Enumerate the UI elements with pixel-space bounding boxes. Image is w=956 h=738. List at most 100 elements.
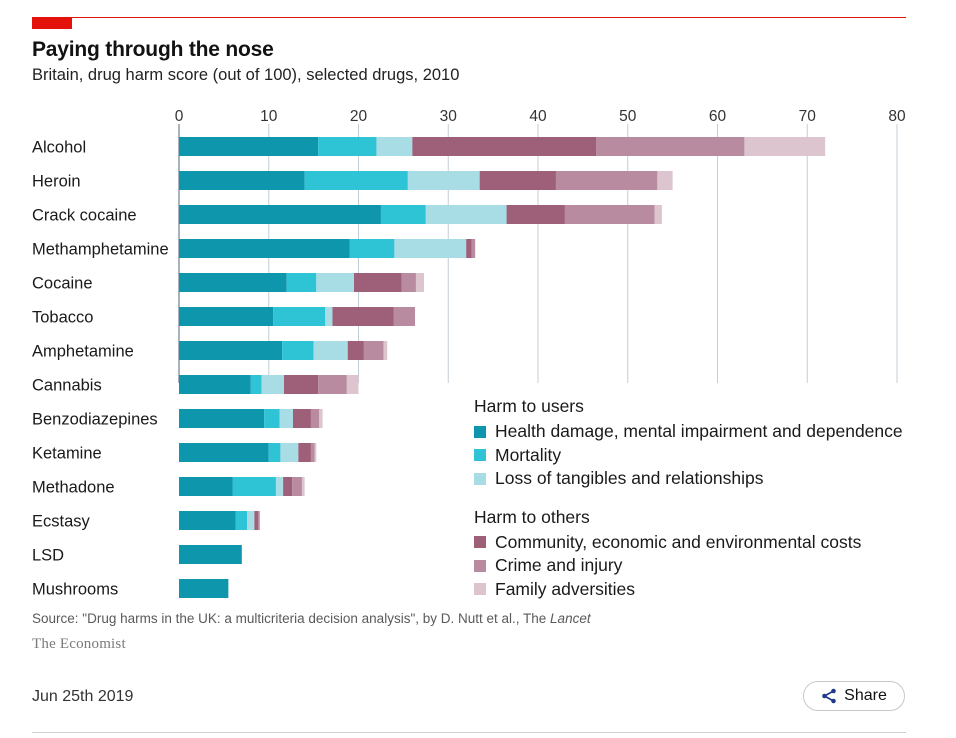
bar-segment [346, 375, 359, 394]
bar-segment [564, 205, 655, 224]
bar-segment [179, 171, 305, 190]
brand-logo: The Economist [32, 636, 126, 652]
bottom-rule [32, 732, 906, 733]
share-icon [822, 688, 836, 704]
bar-segment [282, 341, 314, 360]
bar-segment [654, 205, 662, 224]
bar-segment [232, 477, 276, 496]
x-tick-label: 0 [175, 108, 184, 125]
category-label: Methamphetamine [32, 241, 169, 259]
bar-segment [179, 511, 236, 530]
share-button[interactable]: Share [803, 681, 905, 711]
legend-group-others: Community, economic and environmental co… [474, 531, 903, 602]
legend-item: Community, economic and environmental co… [474, 531, 903, 555]
category-label: Crack cocaine [32, 207, 137, 225]
category-label: Methadone [32, 479, 115, 497]
bar-segment [313, 341, 348, 360]
bar-segment [179, 545, 242, 564]
legend-label: Health damage, mental impairment and dep… [495, 421, 903, 442]
bar-segment [471, 239, 476, 258]
bar-segment [325, 307, 333, 326]
category-labels: Alcohol Heroin Crack cocaine Methamphetamin… [32, 139, 169, 599]
legend-item: Mortality [474, 444, 903, 468]
legend-heading-users: Harm to users [474, 396, 584, 416]
x-tick-label: 20 [350, 108, 368, 125]
legend-label: Crime and injury [495, 555, 623, 576]
legend-item: Health damage, mental impairment and dep… [474, 420, 903, 444]
stacked-bar-chart: 0 10 20 30 40 50 60 70 80 Alcohol Heroin Crack coc… [32, 108, 906, 599]
legend-swatch [474, 449, 486, 462]
legend-heading-others: Harm to others [474, 506, 590, 527]
bar-segment [264, 409, 280, 428]
bar-segment [304, 171, 408, 190]
x-tick-label: 60 [709, 108, 727, 125]
red-tab [32, 18, 72, 29]
bar-segment [179, 307, 274, 326]
bar-segment [319, 409, 323, 428]
chart-subtitle: Britain, drug harm score (out of 100), s… [32, 66, 460, 84]
bar-segment [298, 443, 311, 462]
category-label: Cannabis [32, 377, 102, 395]
bar-segment [310, 443, 315, 462]
legend-swatch [474, 536, 486, 549]
bar-segment [273, 307, 326, 326]
category-label: Heroin [32, 173, 81, 191]
category-label: LSD [32, 547, 64, 565]
bar-segment [314, 443, 317, 462]
bar-segment [466, 239, 472, 258]
legend-swatch [474, 559, 486, 572]
x-tick-label: 40 [529, 108, 547, 125]
legend-item: Family adversities [474, 578, 903, 602]
bar-segment [292, 477, 302, 496]
x-tick-label: 50 [619, 108, 637, 125]
bar-segment [257, 511, 260, 530]
x-tick-label: 70 [799, 108, 817, 125]
legend-label: Loss of tangibles and relationships [495, 468, 764, 489]
bar-segment [247, 511, 255, 530]
category-label: Ketamine [32, 445, 102, 463]
legend-swatch [474, 472, 486, 485]
category-label: Amphetamine [32, 343, 134, 361]
bar-segment [401, 273, 416, 292]
legend-swatch [474, 583, 486, 596]
chart-title: Paying through the nose [32, 38, 274, 61]
bar-segment [363, 341, 384, 360]
bar-segment [254, 511, 258, 530]
bar-segment [179, 239, 350, 258]
category-label: Alcohol [32, 139, 86, 157]
bar-segment [179, 443, 269, 462]
legend-swatch [474, 425, 486, 438]
publish-date: Jun 25th 2019 [32, 688, 134, 705]
category-label: Cocaine [32, 275, 93, 293]
bar-segment [383, 341, 388, 360]
x-tick-label: 30 [440, 108, 458, 125]
legend-item: Loss of tangibles and relationships [474, 467, 903, 491]
bar-segment [657, 171, 673, 190]
bar-segment [268, 443, 281, 462]
bar-segment [179, 205, 381, 224]
bar-segment [179, 409, 265, 428]
bar-segment [310, 409, 320, 428]
bar-segment [332, 307, 394, 326]
bar-segment [286, 273, 317, 292]
x-tick-label: 80 [888, 108, 906, 125]
category-label: Benzodiazepines [32, 411, 158, 429]
category-label: Ecstasy [32, 513, 91, 531]
bar-segment [425, 205, 507, 224]
bar-segment [393, 307, 416, 326]
x-axis-ticks: 0 10 20 30 40 50 60 70 80 [175, 108, 906, 125]
bar-segment [506, 205, 565, 224]
bar-segment [301, 477, 305, 496]
bar-segment [179, 137, 319, 156]
bar-segment [316, 273, 355, 292]
bar-segment [349, 239, 395, 258]
bar-segment [284, 375, 319, 394]
bar-segment [283, 477, 293, 496]
bar-segment [179, 375, 251, 394]
bar-segment [275, 477, 284, 496]
bar-segment [261, 375, 285, 394]
legend-label: Mortality [495, 444, 562, 465]
share-label: Share [844, 687, 887, 704]
legend-item: Crime and injury [474, 554, 903, 578]
bar-segment [354, 273, 402, 292]
